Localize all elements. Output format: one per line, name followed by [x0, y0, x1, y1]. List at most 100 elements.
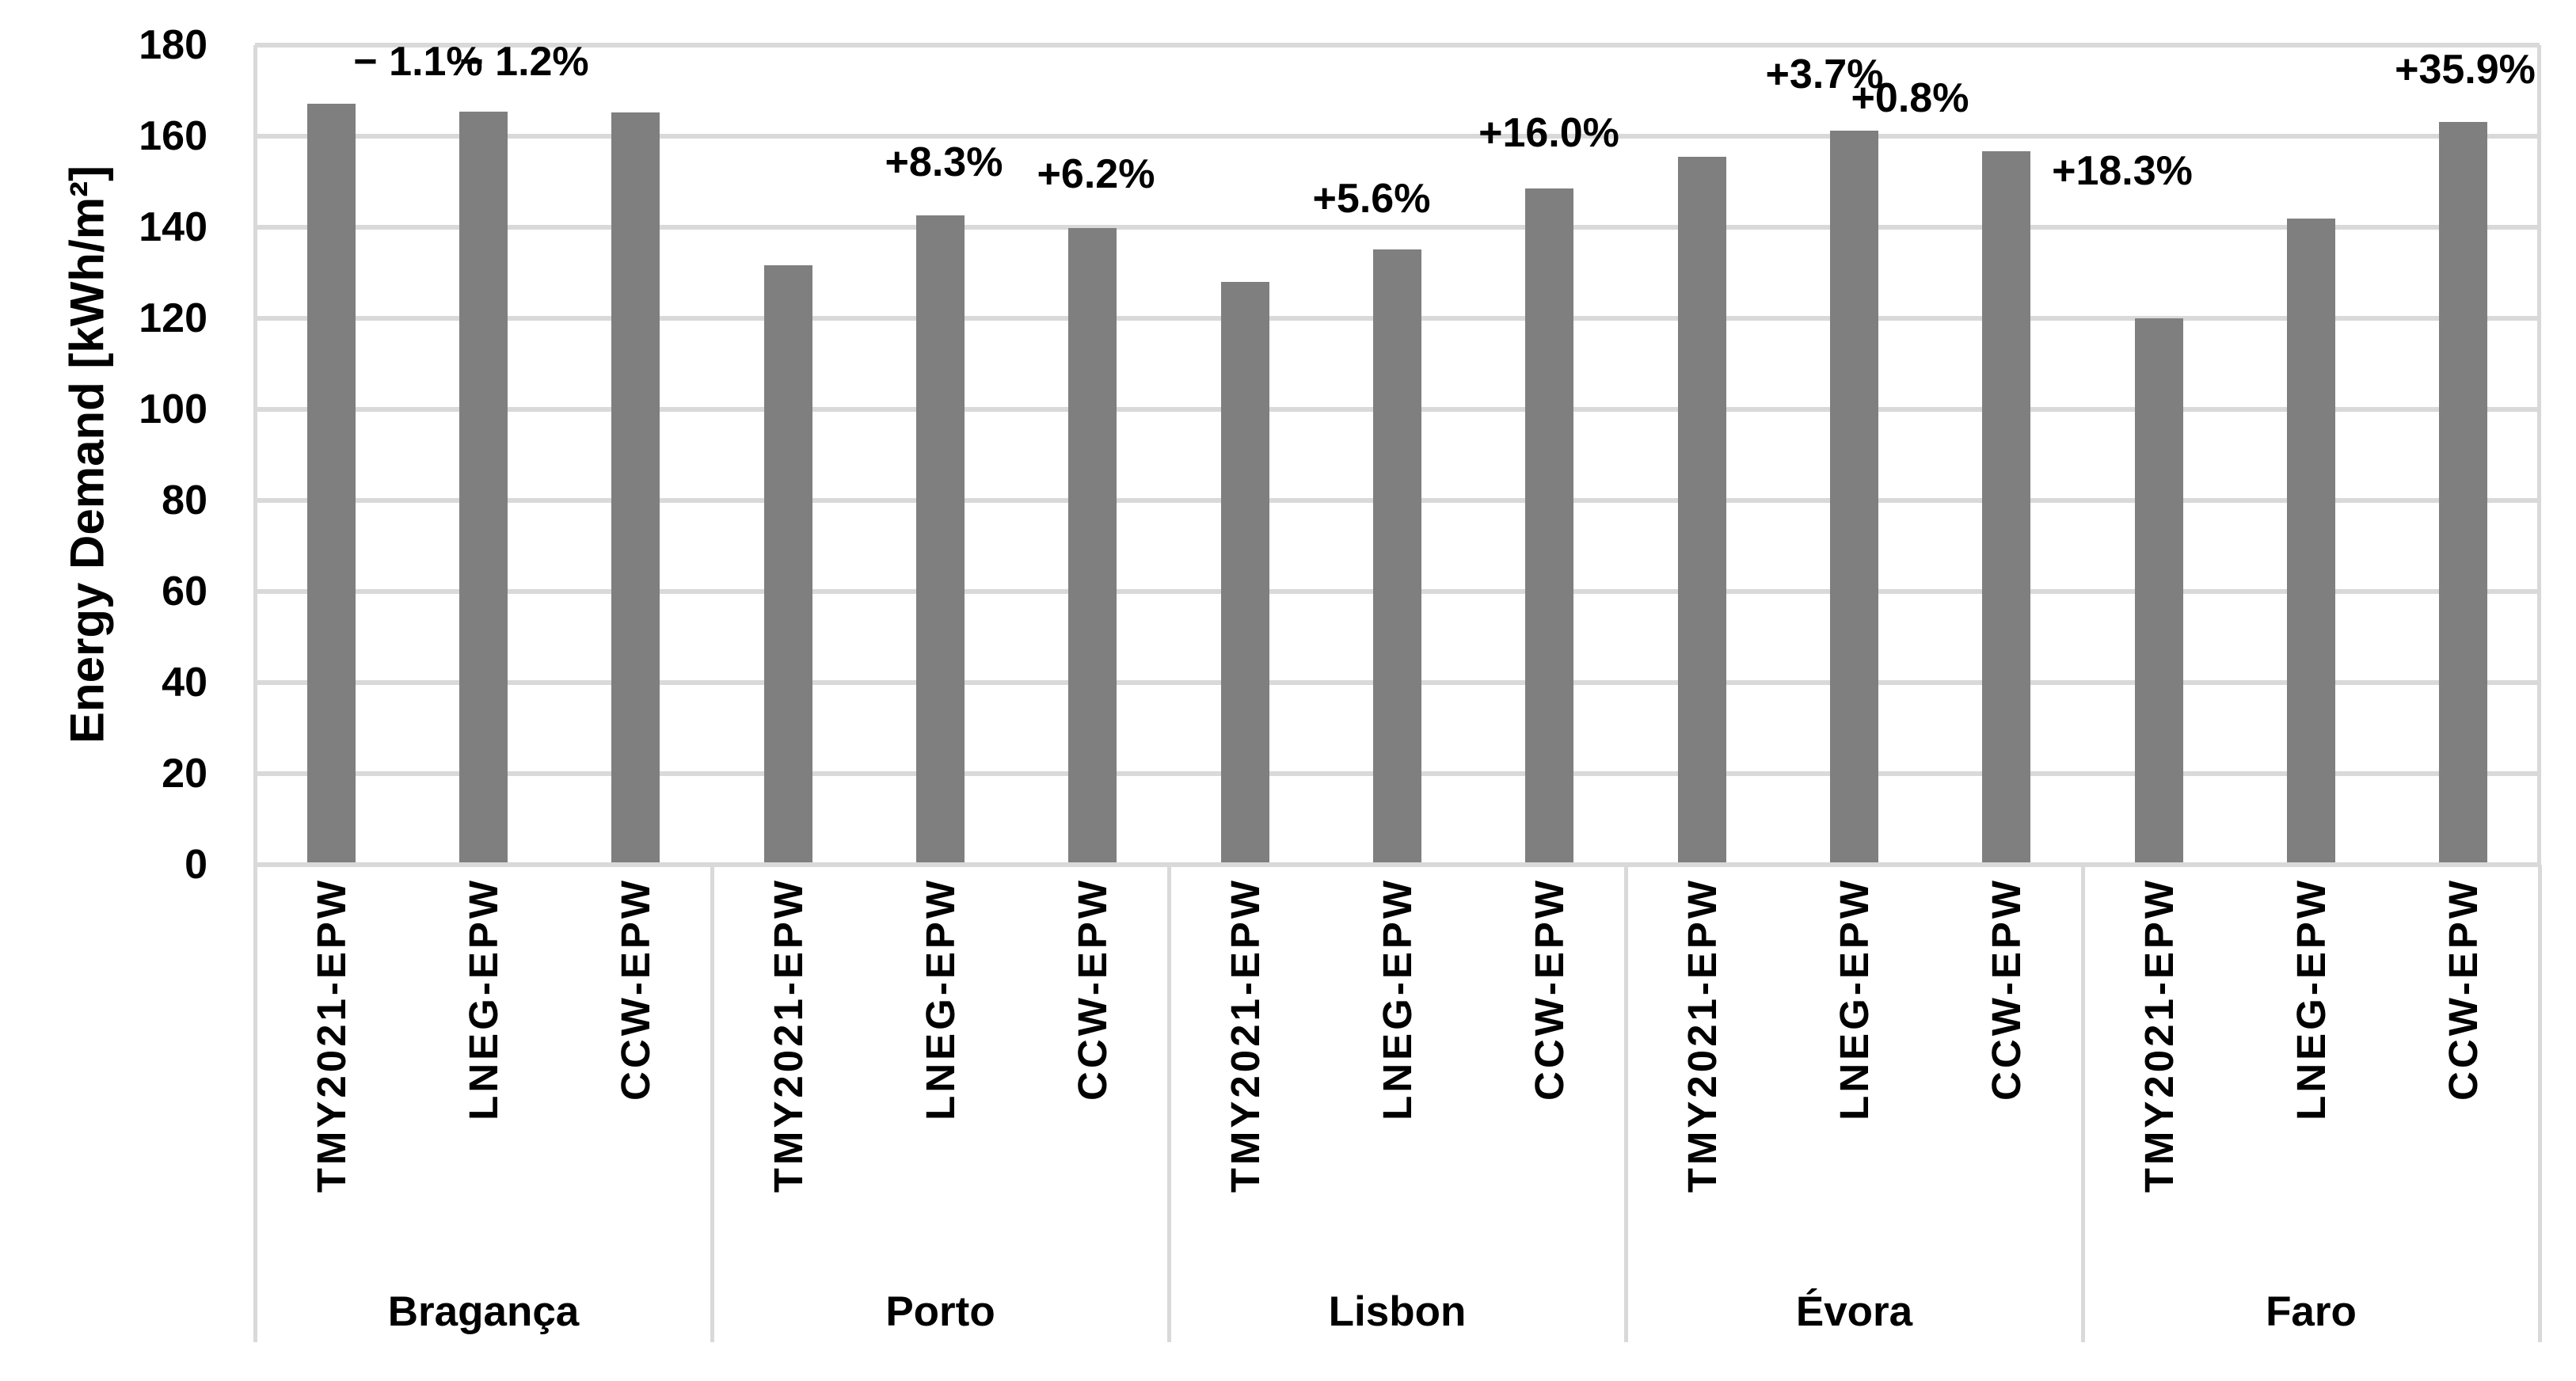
plot-border-right	[2537, 45, 2541, 865]
bar-slot	[407, 45, 559, 865]
x-tick-label: CCW-EPW	[1070, 877, 1116, 1101]
x-tick-label: LNEG-EPW	[2288, 877, 2334, 1120]
city-label-Évora: Évora	[1795, 1288, 1913, 1335]
category-separator-line	[1624, 865, 1628, 1342]
bar-slot	[1169, 45, 1321, 865]
x-tick-label: TMY2021-EPW	[1222, 877, 1268, 1193]
x-tick-slot: TMY2021-EPW	[255, 865, 407, 1193]
bar-Porto-LNEG-EPW	[915, 215, 965, 865]
bar-Bragança-LNEG-EPW	[459, 112, 508, 865]
x-tick-label: TMY2021-EPW	[765, 877, 811, 1193]
bar-annotation: +18.3%	[2052, 148, 2193, 194]
city-label-Bragança: Bragança	[387, 1288, 580, 1335]
city-label-Lisbon: Lisbon	[1328, 1288, 1467, 1335]
category-group-Porto: TMY2021-EPW LNEG-EPW CCW-EPW Porto	[712, 865, 1169, 1342]
x-tick-label: CCW-EPW	[613, 877, 659, 1101]
gridline	[255, 225, 2540, 230]
bar-Lisbon-CCW-EPW	[1525, 188, 1574, 865]
category-label-area: TMY2021-EPW LNEG-EPW CCW-EPW Bragança TMY202…	[253, 865, 2542, 1342]
bar-Faro-CCW-EPW	[2439, 122, 2488, 865]
bar-annotation: +8.3%	[885, 139, 1003, 185]
bar-group-Bragança	[255, 45, 712, 865]
bar-Porto-CCW-EPW	[1068, 228, 1117, 865]
bar-Faro-LNEG-EPW	[2286, 219, 2335, 865]
bar-group-Évora	[1626, 45, 2083, 865]
bar-group-Lisbon	[1169, 45, 1626, 865]
bar-slot	[1474, 45, 1626, 865]
bar-annotation: +35.9%	[2395, 47, 2536, 93]
x-tick-slot: LNEG-EPW	[2235, 865, 2387, 1120]
bar-slot	[1626, 45, 1778, 865]
plot-border-left	[253, 45, 257, 865]
bar-slot	[2083, 45, 2235, 865]
bar-annotation: +3.7%	[1765, 51, 1884, 97]
x-tick-slot: LNEG-EPW	[1321, 865, 1473, 1120]
category-group-Lisbon: TMY2021-EPW LNEG-EPW CCW-EPW Lisbon	[1169, 865, 1626, 1342]
city-label-Faro: Faro	[2266, 1288, 2357, 1335]
category-separator-line	[710, 865, 714, 1342]
bar-Évora-CCW-EPW	[1982, 151, 2031, 865]
plot-area: − 1.1% − 1.2% +8.3% +6.2% +5.6% +16.0% +3.7% +0…	[253, 39, 2541, 867]
bar-slot	[2235, 45, 2387, 865]
x-tick-label: LNEG-EPW	[460, 877, 506, 1120]
y-axis-title: Energy Demand [kWh/m²]	[60, 165, 114, 744]
y-tick-label: 120	[139, 295, 207, 341]
bar-annotation: +6.2%	[1037, 151, 1155, 197]
x-tick-label: TMY2021-EPW	[1679, 877, 1725, 1193]
bar-annotation: − 1.1%	[353, 39, 483, 85]
bar-slot	[560, 45, 712, 865]
bar-slot	[1778, 45, 1930, 865]
x-tick-label: CCW-EPW	[1984, 877, 2030, 1101]
x-tick-label: TMY2021-EPW	[2136, 877, 2182, 1193]
category-separator-line	[1167, 865, 1171, 1342]
x-tick-label: CCW-EPW	[2441, 877, 2487, 1101]
bar-annotation: +5.6%	[1312, 176, 1431, 222]
category-group-Bragança: TMY2021-EPW LNEG-EPW CCW-EPW Bragança	[255, 865, 712, 1342]
x-tick-slot: TMY2021-EPW	[1626, 865, 1778, 1193]
gridline	[255, 43, 2540, 48]
bar-Bragança-TMY2021-EPW	[306, 104, 356, 865]
x-tick-slot: CCW-EPW	[1931, 865, 2083, 1101]
bar-Évora-LNEG-EPW	[1829, 131, 1878, 865]
bar-annotation: +16.0%	[1478, 110, 1619, 156]
bar-Lisbon-LNEG-EPW	[1372, 249, 1421, 865]
bar-slot	[2388, 45, 2540, 865]
bar-Bragança-CCW-EPW	[611, 112, 660, 865]
y-tick-label: 60	[162, 569, 207, 614]
x-tick-slot: TMY2021-EPW	[1169, 865, 1321, 1193]
y-tick-label: 20	[162, 751, 207, 797]
bar-slot	[255, 45, 407, 865]
bar-Porto-TMY2021-EPW	[763, 265, 812, 865]
bar-annotation: − 1.2%	[459, 39, 589, 85]
bar-group-Faro	[2083, 45, 2540, 865]
gridline	[255, 134, 2540, 139]
category-group-Évora: TMY2021-EPW LNEG-EPW CCW-EPW Évora	[1626, 865, 2083, 1342]
bar-slot	[712, 45, 864, 865]
x-tick-label: TMY2021-EPW	[308, 877, 354, 1193]
y-tick-label: 0	[185, 842, 207, 888]
y-tick-label: 40	[162, 660, 207, 706]
x-tick-label: LNEG-EPW	[917, 877, 963, 1120]
category-separator-line	[253, 865, 257, 1342]
x-tick-slot: LNEG-EPW	[1778, 865, 1930, 1120]
bar-slot	[1017, 45, 1169, 865]
y-tick-label: 140	[139, 204, 207, 250]
x-tick-slot: CCW-EPW	[1017, 865, 1169, 1101]
bar-annotation: +0.8%	[1851, 75, 1969, 121]
bar-group-Porto	[712, 45, 1169, 865]
x-tick-slot: CCW-EPW	[560, 865, 712, 1101]
x-tick-slot: TMY2021-EPW	[2083, 865, 2235, 1193]
y-tick-label: 80	[162, 477, 207, 523]
bar-Évora-TMY2021-EPW	[1677, 157, 1726, 865]
bar-slot	[1931, 45, 2083, 865]
x-axis-line	[255, 862, 2540, 867]
bar-Faro-TMY2021-EPW	[2134, 318, 2183, 865]
y-tick-label: 100	[139, 386, 207, 432]
x-tick-label: CCW-EPW	[1527, 877, 1573, 1101]
category-separator-line	[2538, 865, 2542, 1342]
category-separator-line	[2081, 865, 2085, 1342]
bar-Lisbon-TMY2021-EPW	[1220, 282, 1269, 865]
x-tick-label: LNEG-EPW	[1374, 877, 1420, 1120]
x-tick-slot: LNEG-EPW	[864, 865, 1016, 1120]
